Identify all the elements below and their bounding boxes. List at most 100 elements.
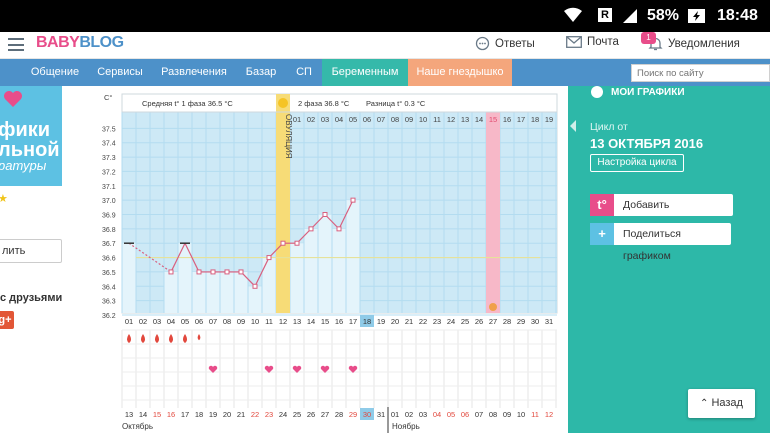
temperature-icon: t° (590, 194, 614, 216)
y-tick-label: 37.2 (102, 169, 116, 176)
notifications-badge: 1 (641, 32, 656, 44)
cycle-day-label: 21 (405, 317, 413, 326)
y-tick-label: 37.3 (102, 155, 116, 162)
y-tick-label: 37.4 (102, 141, 116, 148)
nav-item-entertainment[interactable]: Развлечения (161, 66, 227, 78)
logo[interactable]: BABYBLOG (36, 34, 124, 51)
y-unit-label: C° (104, 93, 112, 102)
top-day-label: 15 (489, 115, 497, 124)
cycle-day-label: 15 (321, 317, 329, 326)
cycle-day-label: 17 (349, 317, 357, 326)
temperature-bar (192, 271, 206, 313)
nav-item-nest[interactable]: Наше гнездышко (408, 59, 512, 86)
cycle-day-label: 20 (391, 317, 399, 326)
top-day-label: 10 (419, 115, 427, 124)
cycle-settings-button[interactable]: Настройка цикла (590, 154, 684, 172)
battery-percent: 58% (647, 7, 680, 24)
heart-icon (4, 91, 22, 107)
my-charts-link[interactable]: МОИ ГРАФИКИ (611, 87, 685, 98)
moon-icon (489, 303, 497, 311)
date-label: 26 (307, 410, 315, 419)
google-plus-icon[interactable]: g+ (0, 311, 14, 329)
temperature-point (210, 269, 216, 275)
top-day-label: 01 (293, 115, 301, 124)
ovulation-column (276, 94, 290, 313)
answers-link[interactable]: Ответы (475, 36, 535, 51)
battery-icon (688, 9, 705, 23)
y-tick-label: 36.4 (102, 284, 116, 291)
left-action-button[interactable]: лить (0, 239, 62, 263)
date-label: 04 (433, 410, 441, 419)
notifications-link[interactable]: Уведомления (648, 36, 740, 51)
nav-item-sp[interactable]: СП (296, 66, 312, 78)
cycle-day-label: 09 (237, 317, 245, 326)
date-label: 18 (195, 410, 203, 419)
date-label: 06 (461, 410, 469, 419)
today-highlight (360, 315, 374, 327)
cycle-day-label: 14 (307, 317, 315, 326)
cycle-day-label: 30 (531, 317, 539, 326)
temperature-segment (254, 257, 270, 287)
heart-icon (591, 86, 603, 98)
add-temperature-button[interactable]: t° Добавить температуру (590, 194, 733, 233)
cycle-day-label: 25 (461, 317, 469, 326)
y-tick-label: 36.6 (102, 256, 116, 263)
date-label: 31 (377, 410, 385, 419)
temperature-bar (332, 228, 346, 313)
nav-item-pregnant[interactable]: Беременным (322, 59, 408, 86)
cycle-day-label: 11 (265, 317, 273, 326)
cycle-day-label: 18 (363, 317, 371, 326)
date-label: 30 (363, 410, 371, 419)
y-tick-label: 36.7 (102, 241, 116, 248)
temperature-point (168, 269, 174, 275)
top-day-label: 16 (503, 115, 511, 124)
cycle-day-label: 22 (419, 317, 427, 326)
nav-item-bazaar[interactable]: Базар (245, 66, 277, 78)
cycle-day-label: 02 (139, 317, 147, 326)
temperature-bar (122, 243, 136, 313)
blood-drop-icon (127, 334, 131, 343)
blood-drop-icon (183, 334, 187, 343)
cycle-day-label: 29 (517, 317, 525, 326)
share-chart-button[interactable]: + Поделиться графиком (590, 223, 731, 262)
temperature-bar (290, 243, 304, 313)
temperature-segment (184, 242, 200, 273)
cycle-date: 13 ОКТЯБРЯ 2016 (590, 136, 704, 151)
plus-icon: + (590, 223, 614, 245)
date-label: 14 (139, 410, 147, 419)
menu-icon[interactable] (8, 38, 24, 51)
search-input[interactable] (631, 64, 770, 82)
y-tick-label: 36.2 (102, 313, 116, 320)
back-button[interactable]: ⌃ Назад (688, 389, 755, 418)
date-label: 20 (223, 410, 231, 419)
nav-item-services[interactable]: Сервисы (97, 66, 143, 78)
nav-item-communication[interactable]: Общение (30, 66, 80, 78)
promo-title: фики льной (0, 119, 60, 161)
star-icon: ★ (0, 193, 8, 205)
cycle-day-label: 12 (279, 317, 287, 326)
share-chart-label: Поделиться графиком (623, 228, 681, 262)
promo-subtitle: ратуры (0, 158, 47, 173)
cycle-day-label: 24 (447, 317, 455, 326)
month-label-november: Ноябрь (392, 422, 420, 431)
temperature-bar (234, 271, 248, 313)
cycle-day-label: 19 (377, 317, 385, 326)
clock: 18:48 (717, 7, 758, 24)
date-label: 09 (503, 410, 511, 419)
right-sidebar: МОИ ГРАФИКИ Цикл от 13 ОКТЯБРЯ 2016 Наст… (568, 86, 770, 433)
date-label: 10 (517, 410, 525, 419)
temperature-point (224, 269, 230, 275)
date-label: 17 (181, 410, 189, 419)
promo-banner[interactable]: фики льной ратуры (0, 86, 62, 186)
date-label: 24 (279, 410, 287, 419)
top-day-label: 08 (391, 115, 399, 124)
y-tick-label: 37.1 (102, 184, 116, 191)
cycle-day-label: 28 (503, 317, 511, 326)
mail-link[interactable]: Почта (566, 36, 619, 48)
chat-bubble-icon (475, 36, 490, 51)
heart-icon (208, 365, 218, 373)
temperature-point (308, 226, 314, 232)
top-day-label: 02 (307, 115, 315, 124)
top-day-label: 14 (475, 115, 483, 124)
temperature-point (322, 212, 328, 217)
